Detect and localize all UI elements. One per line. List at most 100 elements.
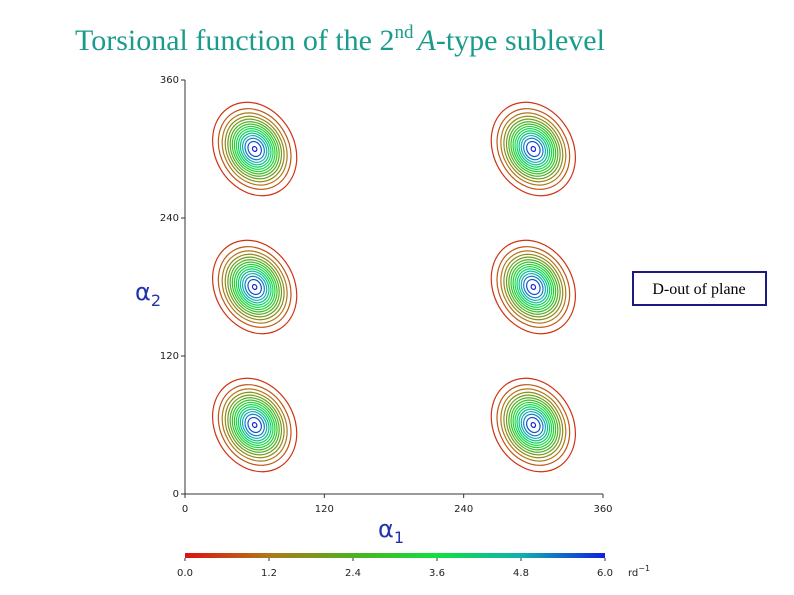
colorbar-tick-label: 4.8	[513, 568, 529, 579]
contour-line	[523, 137, 544, 161]
contour-line	[217, 246, 292, 328]
contour-line	[211, 239, 298, 335]
contour-line	[490, 101, 577, 197]
contour-line	[247, 416, 262, 434]
contour-line	[505, 394, 561, 456]
contour-line	[516, 406, 551, 444]
colorbar-tick-label: 0.0	[177, 568, 193, 579]
contour-line	[523, 275, 544, 299]
colorbar-tick-label: 3.6	[429, 568, 445, 579]
contour-line	[251, 145, 258, 153]
contour-line	[520, 272, 547, 302]
contour-line	[512, 125, 555, 173]
contour-line	[251, 421, 258, 429]
x-label-sub: 1	[394, 528, 404, 547]
unit-text: rd	[628, 568, 638, 579]
contour-line	[500, 112, 567, 186]
peak-contours	[490, 377, 577, 473]
contour-line	[516, 268, 551, 306]
colorbar-unit: rd−1	[628, 564, 650, 579]
colorbar	[185, 553, 605, 558]
contour-line	[518, 132, 549, 166]
contour-line	[500, 250, 567, 324]
contour-line	[505, 256, 561, 318]
contour-line	[244, 137, 265, 161]
contour-line	[211, 101, 298, 197]
contour-line	[503, 391, 564, 459]
contour-line	[233, 263, 276, 311]
contour-line	[508, 259, 559, 315]
x-tick-label: 120	[315, 504, 334, 515]
contour-line	[496, 384, 571, 466]
contour-line	[227, 256, 283, 318]
title-rest: -type sublevel	[436, 24, 605, 57]
annotation: D-out of plane	[652, 281, 745, 298]
peak-center	[253, 285, 257, 289]
contour-line	[510, 261, 557, 313]
contour-line	[520, 134, 547, 164]
title-italic: A	[416, 24, 437, 57]
title-text: Torsional function of the 2	[75, 24, 395, 57]
contour-line	[235, 404, 274, 446]
contour-line	[229, 259, 280, 315]
y-tick-label: 0	[173, 489, 179, 500]
contour-line	[514, 266, 553, 308]
contour-line	[217, 384, 292, 466]
y-tick-label: 120	[160, 351, 179, 362]
colorbar-tick-label: 6.0	[597, 568, 613, 579]
y-label-symbol: α	[135, 278, 151, 306]
contour-line	[514, 404, 553, 446]
contour-line	[227, 118, 283, 180]
contour-line	[512, 263, 555, 311]
annotation-box	[632, 271, 767, 306]
contour-line	[518, 270, 549, 304]
unit-sup: −1	[638, 564, 650, 573]
contour-line	[516, 130, 551, 168]
contour-line	[217, 108, 292, 190]
x-label-symbol: α	[378, 515, 394, 543]
contour-line	[514, 128, 553, 170]
chart-title: Torsional function of the 2nd A-type subl…	[75, 22, 605, 57]
contour-line	[237, 268, 272, 306]
peak-contours	[211, 377, 298, 473]
contour-line	[518, 408, 549, 442]
contour-line	[231, 261, 278, 313]
contour-line	[237, 130, 272, 168]
contour-line	[221, 388, 288, 462]
contour-line	[241, 134, 268, 164]
contour-line	[233, 401, 276, 449]
contour-line	[247, 278, 262, 296]
y-tick-label: 360	[160, 75, 179, 86]
contour-line	[221, 112, 288, 186]
contour-line	[231, 123, 278, 175]
peak-center	[531, 423, 535, 427]
contour-line	[490, 377, 577, 473]
y-axis-label: α2	[135, 278, 161, 310]
title-sup: nd	[395, 22, 415, 43]
contour-line	[510, 123, 557, 175]
contour-line	[520, 410, 547, 440]
contour-line	[224, 253, 285, 321]
peak-center	[531, 285, 535, 289]
colorbar-tick-label: 2.4	[345, 568, 361, 579]
contour-line	[224, 115, 285, 183]
contour-line	[530, 145, 537, 153]
contour-line	[221, 250, 288, 324]
contour-line	[490, 239, 577, 335]
colorbar-tick-label: 1.2	[261, 568, 277, 579]
contour-line	[503, 115, 564, 183]
contour-line	[500, 388, 567, 462]
contour-line	[505, 118, 561, 180]
contour-line	[224, 391, 285, 459]
x-tick-label: 360	[593, 504, 612, 515]
contour-line	[237, 406, 272, 444]
contour-line	[231, 399, 278, 451]
contour-line	[241, 272, 268, 302]
contour-line	[244, 413, 265, 437]
contour-line	[530, 283, 537, 291]
contour-line	[496, 108, 571, 190]
contour-line	[523, 413, 544, 437]
contour-line	[508, 397, 559, 453]
contour-line	[244, 275, 265, 299]
